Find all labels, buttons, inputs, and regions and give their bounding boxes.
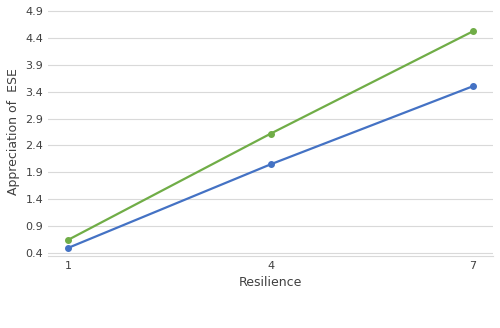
X-axis label: Resilience: Resilience	[239, 276, 302, 289]
Line: Centennials: Centennials	[66, 29, 476, 242]
Olders	[268, 162, 274, 166]
Line: Olders: Olders	[66, 84, 476, 251]
Centennials	[268, 132, 274, 135]
Olders	[66, 246, 71, 250]
Olders	[470, 84, 476, 88]
Centennials	[470, 30, 476, 33]
Centennials	[66, 238, 71, 242]
Legend: Centennials, Olders: Centennials, Olders	[176, 323, 365, 328]
Y-axis label: Appreciation of  ESE: Appreciation of ESE	[7, 69, 20, 195]
